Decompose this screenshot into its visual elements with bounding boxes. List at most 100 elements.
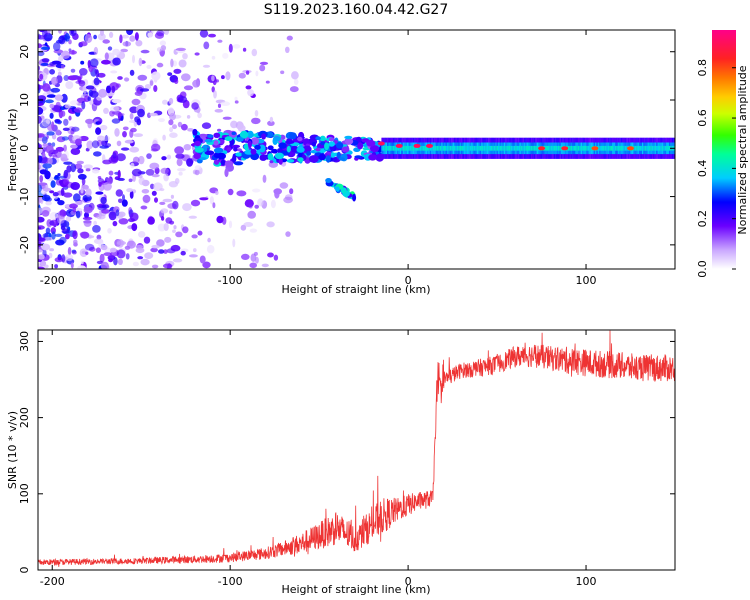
spectrogram-transition-blob <box>254 144 261 150</box>
spectrogram-ridge-segment <box>412 145 415 151</box>
spectrogram-noise-blob <box>161 156 167 161</box>
spectrogram-noise-blob <box>169 210 173 215</box>
spectrogram-noise-blob <box>58 30 62 34</box>
spectrogram-transition-blob <box>235 152 243 157</box>
spectrogram-ridge-segment <box>569 145 571 151</box>
spectrogram-noise-blob <box>116 140 122 147</box>
spectrogram-noise-blob <box>79 41 88 47</box>
spectrogram-noise-blob <box>170 58 174 68</box>
spectrogram-noise-blob <box>38 43 42 48</box>
spectrogram-ridge-segment <box>395 145 398 151</box>
spectrogram-noise-blob <box>134 32 139 41</box>
spectrogram-noise-blob <box>168 97 174 105</box>
spectrogram-ridge-segment <box>449 145 452 151</box>
spectrogram-noise-blob <box>146 153 152 160</box>
spectrogram-noise-blob <box>58 55 64 62</box>
spectrogram-noise-blob <box>116 249 126 259</box>
spectrogram-noise-blob <box>267 252 274 258</box>
spectrogram-ridge-segment <box>435 145 438 151</box>
spectrogram-branch-blob <box>352 193 357 202</box>
spectrogram-noise-blob <box>116 153 126 162</box>
spectrogram-ridge-segment <box>485 145 487 151</box>
spectrogram-noise-blob <box>172 200 179 210</box>
spectrogram-ridge-segment <box>486 145 489 151</box>
spectrogram-noise-blob <box>93 151 102 157</box>
spectrogram-noise-blob <box>151 174 160 178</box>
spectrogram-noise-blob <box>50 87 61 93</box>
spectrogram-transition-blob <box>224 136 233 142</box>
spectrogram-noise-blob <box>119 34 123 44</box>
spectrogram-noise-blob <box>97 72 106 78</box>
spectrogram-noise-blob <box>63 169 68 179</box>
spectrogram-noise-blob <box>41 58 50 63</box>
spectrogram-noise-blob <box>77 173 87 180</box>
spectrogram-noise-blob <box>63 192 73 198</box>
spectrogram-transition-blob <box>218 139 225 145</box>
colorbar-ticks: 0.0 0.2 0.4 0.6 0.8 <box>696 59 736 278</box>
spectrogram-noise-blob <box>151 143 161 152</box>
spectrogram-noise-blob <box>169 220 175 225</box>
spectrogram-noise-blob <box>38 35 46 40</box>
spectrogram-noise-blob <box>41 46 50 50</box>
spectrogram-noise-blob <box>174 178 180 185</box>
spectrogram-noise-blob <box>49 219 59 227</box>
spectrogram-noise-blob <box>181 123 188 131</box>
spectrogram-transition-blob <box>213 140 219 146</box>
spectrogram-ridge-segment <box>579 145 581 151</box>
spectrogram-noise-blob <box>166 154 172 160</box>
spectrogram-noise-blob <box>254 204 259 209</box>
spectrogram-noise-blob <box>70 144 78 149</box>
spectrogram-noise-blob <box>215 190 219 195</box>
spectrogram-noise-blob <box>38 237 46 242</box>
spectrogram-noise-blob <box>121 147 130 151</box>
spectrogram-noise-blob <box>129 112 134 120</box>
spectrogram-ridge-segment <box>520 145 523 151</box>
spectrogram-ridge-segment <box>409 145 412 151</box>
spectrogram-noise-blob <box>111 99 122 104</box>
spectrogram-noise-blob <box>63 75 70 81</box>
spectrogram-noise-blob <box>262 174 267 183</box>
spectrogram-ridge-segment <box>407 145 409 151</box>
spectrogram-noise-blob <box>45 144 54 154</box>
spectrogram-ridge-segment <box>454 145 456 151</box>
spectrogram-ridge-segment <box>459 145 462 151</box>
spectrogram-noise-blob <box>75 138 82 146</box>
spectrogram-ridge-segment <box>455 145 457 151</box>
spectrogram-noise-blob <box>118 218 129 225</box>
spectrogram-noise-blob <box>102 159 112 165</box>
spectrogram-noise-blob <box>80 260 84 265</box>
spectrogram-ridge-segment <box>479 145 482 151</box>
spectrogram-noise-blob <box>95 247 101 253</box>
spectrogram-noise-blob <box>46 94 57 98</box>
spectrogram-noise-blob <box>132 54 135 64</box>
spectrogram-noise-blob <box>58 180 64 184</box>
spectrogram-ridge-segment <box>469 145 472 151</box>
spectrogram-ridge-segment <box>624 145 627 151</box>
spectrogram-transition-blob <box>271 148 278 154</box>
spectrogram-noise-blob <box>112 57 121 66</box>
spectrogram-ridge-segment <box>431 145 433 151</box>
spectrogram-transition-blob <box>318 153 326 161</box>
spectrogram-noise-blob <box>73 239 78 245</box>
spectrogram-transition-blob <box>368 154 377 161</box>
spectrogram-ridge-segment <box>536 145 539 151</box>
spectrogram-marks <box>38 30 675 269</box>
spectrogram-ridge-segment <box>465 145 467 151</box>
spectrogram-noise-blob <box>116 240 126 246</box>
spectrogram-x-label: Height of straight line (km) <box>281 283 430 296</box>
spectrogram-transition-blob <box>213 147 224 154</box>
spectrogram-noise-blob <box>289 86 299 93</box>
spectrogram-noise-blob <box>93 46 99 56</box>
spectrogram-noise-blob <box>279 182 289 189</box>
spectrogram-noise-blob <box>131 223 138 232</box>
spectrogram-ridge-segment <box>640 145 643 151</box>
spectrogram-noise-blob <box>53 175 60 181</box>
spectrogram-ridge-segment <box>468 145 470 151</box>
spectrogram-noise-blob <box>273 188 283 195</box>
spectrogram-ridge-segment <box>549 145 551 151</box>
spectrogram-noise-blob <box>97 33 106 41</box>
spectrogram-noise-blob <box>65 254 74 262</box>
spectrogram-ridge-segment <box>429 145 432 151</box>
spectrogram-ridge-segment <box>512 145 514 151</box>
spectrogram-noise-blob <box>252 188 261 193</box>
